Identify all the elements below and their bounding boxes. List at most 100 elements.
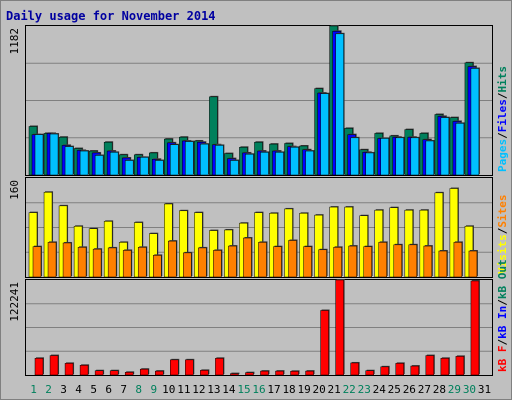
legend-item-2-3: / <box>496 299 509 306</box>
chart-title: Daily usage for November 2014 <box>6 9 216 23</box>
bar-kb-f-26 <box>410 365 420 376</box>
bar-pages-29 <box>455 123 465 176</box>
bar-pages-10 <box>170 144 179 176</box>
bar-sites-30 <box>468 250 478 278</box>
bar-kb-f-10 <box>170 359 179 376</box>
bar-kb-f-4 <box>79 365 89 376</box>
bar-sites-23 <box>363 246 372 278</box>
y-max-label-0: 1182 <box>8 28 21 55</box>
legend-item-1-0: Visits <box>496 234 509 274</box>
bar-pages-19 <box>305 150 314 176</box>
bar-kb-f-21 <box>335 279 344 376</box>
bar-pages-1 <box>34 134 44 176</box>
x-tick-label-6: 6 <box>105 383 112 396</box>
x-tick-label-2: 2 <box>45 383 52 396</box>
bar-sites-13 <box>213 250 222 278</box>
bar-sites-4 <box>77 247 87 278</box>
bar-sites-28 <box>438 250 448 278</box>
bar-sites-21 <box>333 247 342 278</box>
bar-sites-22 <box>348 245 357 278</box>
bar-sites-17 <box>273 246 282 278</box>
bar-kb-f-8 <box>139 368 149 376</box>
x-tick-label-1: 1 <box>30 383 37 396</box>
bar-kb-f-12 <box>200 370 209 376</box>
x-tick-label-29: 29 <box>448 383 461 396</box>
bar-kb-f-20 <box>320 310 329 376</box>
bar-sites-12 <box>198 247 207 278</box>
x-tick-label-15: 15 <box>237 383 250 396</box>
legend-item-0-0: Pages <box>496 139 509 172</box>
bar-kb-f-14 <box>230 373 239 376</box>
bar-pages-25 <box>395 137 405 176</box>
bar-sites-27 <box>423 245 433 278</box>
x-tick-label-12: 12 <box>192 383 205 396</box>
x-tick-label-24: 24 <box>373 383 387 396</box>
x-tick-label-17: 17 <box>267 383 280 396</box>
bar-pages-9 <box>155 160 164 176</box>
x-tick-label-18: 18 <box>282 383 295 396</box>
x-tick-label-16: 16 <box>252 383 265 396</box>
legend-item-2-0: kB F <box>496 346 509 373</box>
bar-kb-f-3 <box>64 363 74 376</box>
y-max-label-1: 160 <box>8 180 21 200</box>
bar-sites-20 <box>318 249 327 278</box>
bar-kb-f-2 <box>49 355 59 376</box>
bar-sites-9 <box>153 255 162 278</box>
bar-kb-f-15 <box>245 372 254 376</box>
x-tick-label-14: 14 <box>222 383 236 396</box>
x-tick-label-5: 5 <box>90 383 97 396</box>
x-tick-label-4: 4 <box>75 383 82 396</box>
x-tick-label-30: 30 <box>463 383 476 396</box>
bar-pages-24 <box>380 138 389 176</box>
bar-kb-f-19 <box>305 370 314 376</box>
x-tick-label-20: 20 <box>313 383 326 396</box>
bar-shadow-kb-f-14 <box>231 372 240 374</box>
bar-sites-16 <box>258 242 267 278</box>
bar-kb-f-22 <box>350 362 359 376</box>
x-tick-label-28: 28 <box>433 383 446 396</box>
bars <box>28 25 480 376</box>
y-max-label-2: 122241 <box>8 282 21 322</box>
x-tick-label-11: 11 <box>177 383 190 396</box>
bar-kb-f-13 <box>215 358 224 376</box>
bar-kb-f-6 <box>109 370 119 376</box>
bar-kb-f-23 <box>365 370 374 376</box>
bar-sites-26 <box>408 244 418 278</box>
x-tick-label-27: 27 <box>418 383 431 396</box>
bar-kb-f-30 <box>470 280 480 376</box>
bar-pages-8 <box>139 157 149 176</box>
bar-sites-3 <box>62 242 72 278</box>
bar-sites-14 <box>228 245 237 278</box>
bar-kb-f-27 <box>425 355 435 376</box>
bar-pages-5 <box>94 155 104 176</box>
bar-pages-16 <box>260 152 269 176</box>
x-tick-label-19: 19 <box>297 383 310 396</box>
bar-kb-f-1 <box>34 358 44 376</box>
bar-kb-f-16 <box>260 370 269 376</box>
bar-pages-11 <box>185 141 194 176</box>
bar-pages-7 <box>124 160 134 176</box>
bar-sites-25 <box>393 244 403 278</box>
x-tick-label-10: 10 <box>162 383 175 396</box>
x-tick-label-21: 21 <box>328 383 341 396</box>
bar-kb-f-17 <box>275 370 284 376</box>
bar-pages-26 <box>410 137 420 176</box>
x-tick-label-13: 13 <box>207 383 220 396</box>
bar-kb-f-5 <box>94 370 104 376</box>
bar-kb-f-28 <box>440 358 450 376</box>
bar-pages-17 <box>275 152 284 176</box>
bar-sites-29 <box>453 242 463 278</box>
legend-item-1-1: / <box>496 227 509 234</box>
bar-pages-27 <box>425 140 435 176</box>
x-tick-label-3: 3 <box>60 383 67 396</box>
bar-kb-f-7 <box>124 372 134 376</box>
bar-sites-15 <box>243 237 252 278</box>
legend-item-0-1: / <box>496 132 509 139</box>
bar-sites-1 <box>32 246 42 278</box>
bar-kb-f-18 <box>290 371 299 376</box>
bar-sites-5 <box>92 248 102 278</box>
bar-pages-4 <box>79 150 89 176</box>
